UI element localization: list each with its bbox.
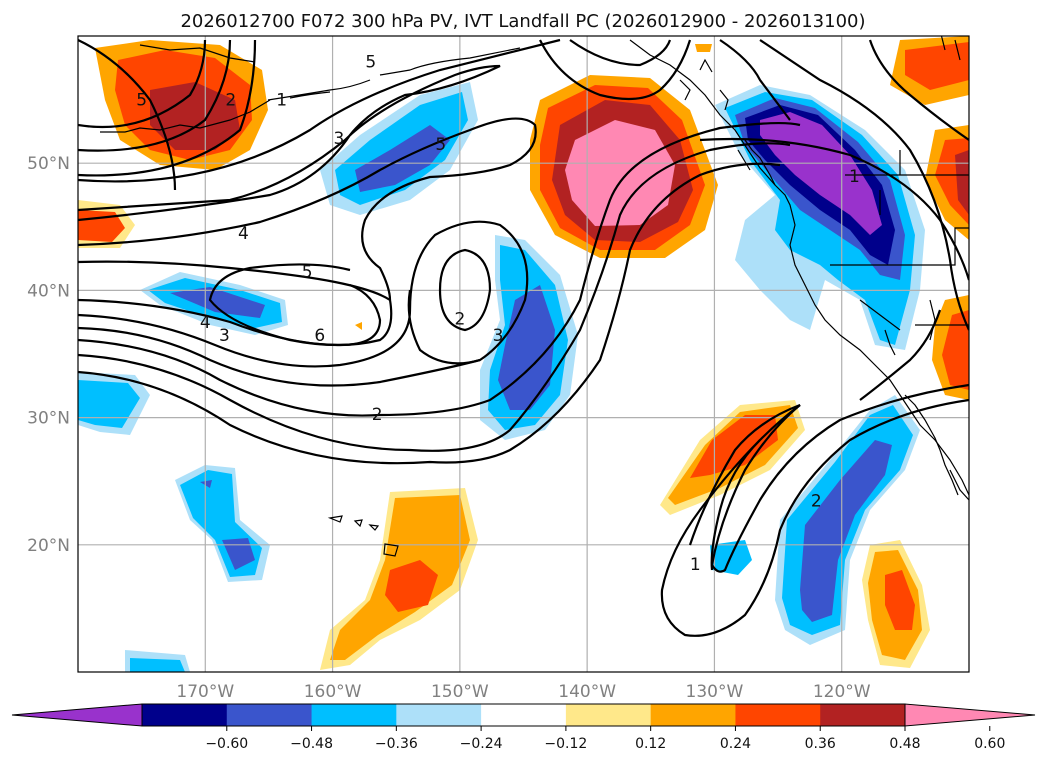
colorbar-tick-label: −0.24 [460,736,503,752]
colorbar-bin [396,704,482,726]
chart-title: 2026012700 F072 300 hPa PV, IVT Landfall… [180,11,865,32]
colorbar-tick-label: 0.36 [805,736,836,752]
pv-contour-label: 2 [372,405,383,425]
x-tick-label: 170°W [176,682,234,702]
colorbar-tick-label: −0.48 [290,736,333,752]
pv-contour-label: 3 [334,129,345,149]
cold-blob-south-edge [125,650,190,672]
pv-contour-label: 3 [219,326,230,346]
pv-contour-label: 5 [435,135,446,155]
pv-contour-label: 5 [136,91,147,111]
colorbar-tick-label: −0.60 [205,736,248,752]
colorbar-tick-label: 0.60 [974,736,1005,752]
pv-contour-label: 5 [365,52,376,72]
colorbar-tick-label: 0.48 [889,736,920,752]
cold-band-subtropical-east [710,395,920,645]
colorbar-tick-label: −0.36 [375,736,418,752]
colorbar: −0.60 −0.48 −0.36 −0.24 −0.12 0.12 0.24 0.36 0.4… [11,703,1036,752]
pv-contour-label: 1 [276,91,287,111]
colorbar-tick-label: 0.12 [635,736,666,752]
y-tick-label: 30°N [27,409,70,429]
warm-blob-east-edge [695,36,969,400]
x-tick-label: 160°W [304,682,362,702]
pv-contour-label: 3 [493,326,504,346]
y-tick-label: 40°N [27,281,70,301]
colorbar-tick-label: 0.24 [720,736,751,752]
pv-contour-label: 2 [225,91,236,111]
x-tick-label: 140°W [558,682,616,702]
colorbar-bin [735,704,821,726]
map-frame [77,35,970,673]
warm-blob-mexico-coast [862,540,930,668]
colorbar-extend-high [904,703,1036,727]
colorbar-bin [142,704,228,726]
x-tick-label: 120°W [813,682,871,702]
colorbar-bin [311,704,397,726]
cold-band-subtropical [480,235,578,440]
cold-blob-west-edge [78,372,150,435]
cold-blob-southwest [175,465,270,582]
shaded-anomaly-fields [78,36,969,672]
pv-contour-label: 6 [314,326,325,346]
colorbar-bin [565,704,652,726]
colorbar-bin [820,704,906,726]
colorbar-bin [226,704,313,726]
pv-contour-label: 1 [690,555,701,575]
x-axis-ticks: 170°W 160°W 150°W 140°W 130°W 120°W [176,682,870,702]
pv-contour-label: 5 [302,262,313,282]
pv-contour-label: 2 [811,491,822,511]
hawaiian-islands [327,515,399,557]
map-area [78,36,969,672]
y-tick-label: 50°N [27,154,70,174]
coastlines [100,36,969,501]
x-tick-label: 150°W [431,682,489,702]
colorbar-extend-low [11,703,143,727]
x-tick-label: 130°W [686,682,744,702]
colorbar-bin [650,704,736,726]
map-gridlines [78,36,969,672]
pv-contour-label: 2 [454,309,465,329]
colorbar-bin [481,704,567,726]
pv-contour-label: 4 [200,313,211,333]
colorbar-tick-label: −0.12 [544,736,587,752]
warm-blob-hawaii [320,488,478,670]
y-axis-ticks: 50°N 40°N 30°N 20°N [27,154,70,556]
colorbar-frame [141,703,906,727]
pv-contour-label: 4 [238,224,249,244]
y-tick-label: 20°N [27,536,70,556]
pv-contour-label: 1 [849,167,860,187]
pv-contour-lines [78,38,969,637]
